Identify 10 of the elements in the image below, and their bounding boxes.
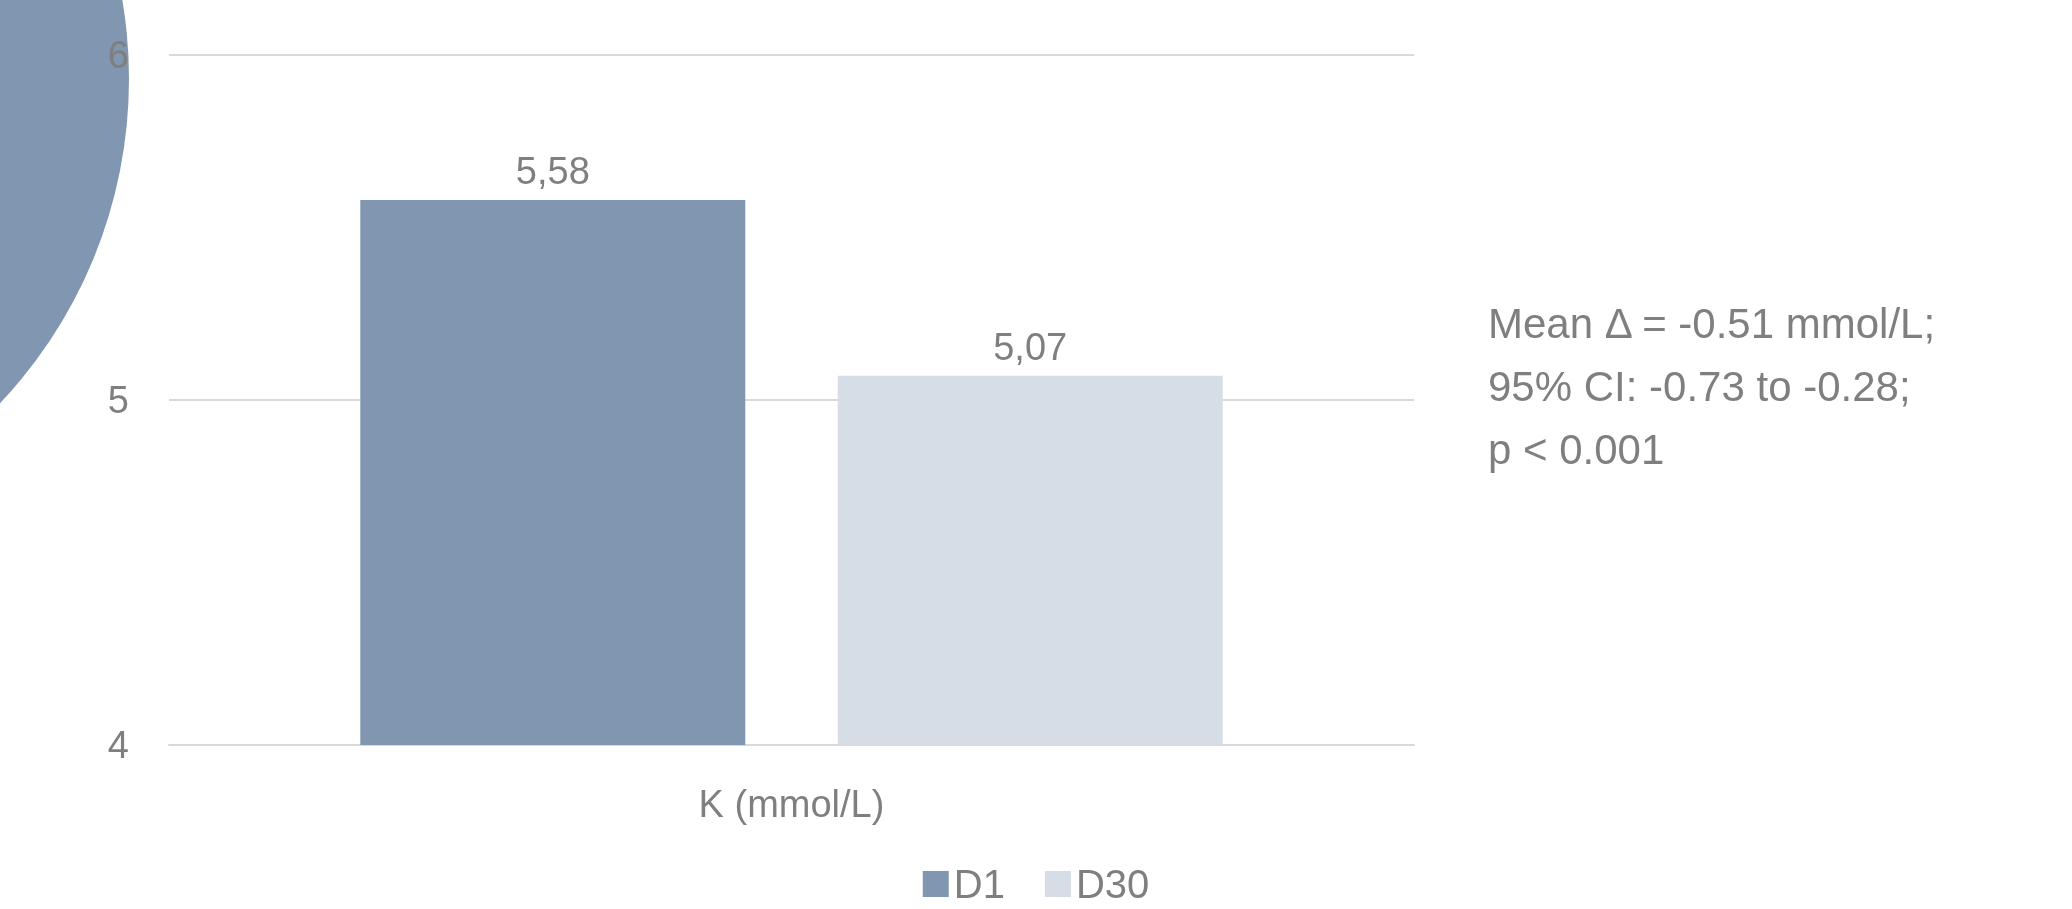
data-label: 5,58 xyxy=(515,149,590,192)
text: Mean Δ = -0.51 mmol/L; xyxy=(1488,299,1936,349)
text: 95% CI: -0.73 to -0.28; xyxy=(1488,362,1912,412)
x-tick-label: K (mmol/L) xyxy=(698,783,885,825)
data-label: 5,07 xyxy=(993,325,1068,368)
y-tick-label: 5 xyxy=(107,379,129,421)
y-tick-label: 4 xyxy=(107,724,129,766)
legend-label: D30 xyxy=(1075,862,1150,906)
text: p < 0.001 xyxy=(1488,425,1666,475)
legend-label: D1 xyxy=(953,862,1005,906)
